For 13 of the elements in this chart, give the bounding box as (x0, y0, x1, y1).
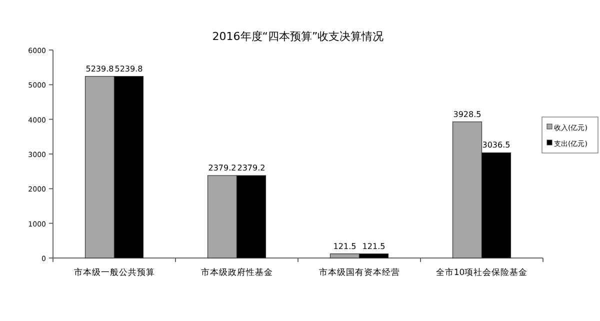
x-tick-label: 市本级一般公共预算 (74, 267, 155, 278)
x-tick-label: 市本级政府性基金 (200, 267, 273, 278)
data-label: 121.5 (362, 242, 386, 251)
data-label: 2379.2 (237, 164, 266, 173)
chart-title: 2016年度“四本预算”收支决算情况 (212, 30, 384, 43)
data-label: 3036.5 (482, 140, 510, 150)
data-label: 3928.5 (453, 110, 482, 119)
data-label: 5239.8 (114, 64, 143, 74)
data-label: 2379.2 (208, 164, 236, 173)
data-label: 121.5 (333, 242, 356, 251)
data-label: 5239.8 (86, 64, 114, 74)
x-tick-label: 市本级国有资本经营 (318, 267, 400, 278)
x-tick-label: 全市10项社会保险基金 (436, 267, 528, 278)
